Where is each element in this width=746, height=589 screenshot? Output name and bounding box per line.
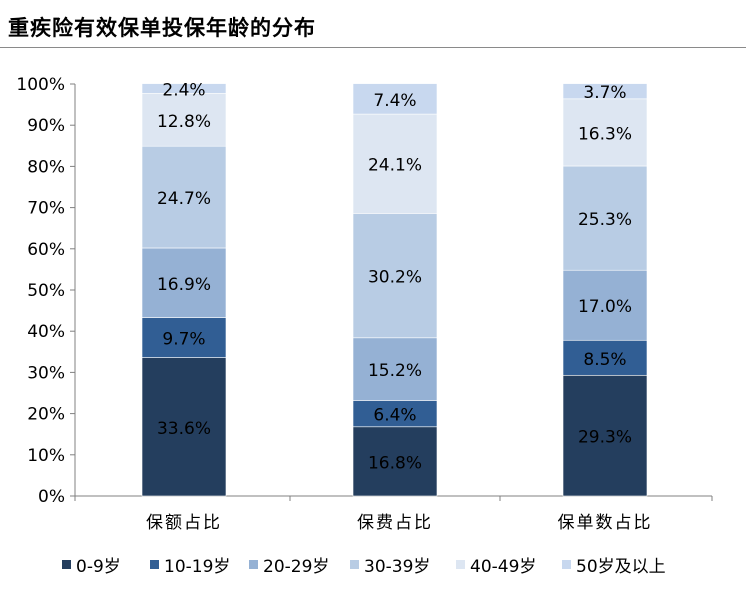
chart-title: 重疾险有效保单投保年龄的分布	[8, 16, 316, 40]
y-tick-label: 90%	[27, 116, 65, 136]
bar-segment	[352, 113, 438, 214]
y-tick-label: 0%	[38, 487, 65, 507]
legend-swatch	[456, 560, 465, 569]
y-tick-label: 100%	[16, 75, 65, 95]
data-label: 9.7%	[162, 330, 205, 350]
data-label: 25.3%	[578, 210, 632, 230]
legend-swatch	[350, 560, 359, 569]
bar-segment	[562, 339, 648, 376]
y-tick-label: 80%	[27, 157, 65, 177]
legend-item: 20-29岁	[249, 552, 329, 577]
legend-swatch	[62, 560, 71, 569]
data-label: 2.4%	[162, 81, 205, 101]
bar-segment	[352, 426, 438, 497]
bar-segment	[562, 374, 648, 497]
data-label: 29.3%	[578, 428, 632, 448]
data-label: 8.5%	[583, 350, 626, 370]
y-tick-label: 60%	[27, 240, 65, 260]
legend-item: 50岁及以上	[562, 552, 666, 577]
data-label: 7.4%	[373, 91, 416, 111]
y-tick-label: 50%	[27, 281, 65, 301]
bar-segment	[352, 83, 438, 115]
bar-segment	[141, 145, 227, 249]
bar-segment	[352, 213, 438, 339]
bar-segment	[141, 357, 227, 497]
legend-label: 0-9岁	[76, 557, 121, 577]
data-label: 30.2%	[368, 268, 422, 288]
legend-item: 40-49岁	[456, 552, 536, 577]
title-bar: 重疾险有效保单投保年龄的分布	[0, 0, 746, 48]
data-label: 16.8%	[368, 453, 422, 473]
y-tick-label: 30%	[27, 363, 65, 383]
bar-segment	[562, 98, 648, 167]
bar-segment	[562, 269, 648, 341]
data-label: 12.8%	[157, 112, 211, 132]
legend-swatch	[150, 560, 159, 569]
bar-segment	[141, 93, 227, 147]
stacked-bar-chart: 0% 10% 20% 30% 40% 50% 60% 70% 80% 90% 100% 33.6% 9.…	[16, 75, 713, 533]
data-label: 15.2%	[368, 361, 422, 381]
x-category-label: 保费占比	[357, 513, 433, 533]
data-label: 24.7%	[157, 189, 211, 209]
legend-swatch	[562, 560, 571, 569]
bar-segment	[352, 400, 438, 428]
bar-segment	[141, 317, 227, 358]
y-tick-label: 40%	[27, 322, 65, 342]
y-tick-label: 20%	[27, 405, 65, 425]
bar-segment	[562, 165, 648, 271]
legend-item: 0-9岁	[62, 552, 121, 577]
data-label: 24.1%	[368, 156, 422, 176]
legend-swatch	[249, 560, 258, 569]
data-label: 16.3%	[578, 124, 632, 144]
data-label: 17.0%	[578, 297, 632, 317]
legend-item: 10-19岁	[150, 552, 230, 577]
x-category-label: 保单数占比	[558, 513, 653, 533]
legend-item: 30-39岁	[350, 552, 430, 577]
bar-segment	[141, 83, 227, 94]
data-label: 33.6%	[157, 419, 211, 439]
legend-label: 50岁及以上	[576, 557, 666, 577]
y-tick-label: 10%	[27, 446, 65, 466]
chart-legend: 0-9岁 10-19岁 20-29岁 30-39岁 40-49岁 50岁及以上	[0, 548, 746, 577]
legend-label: 30-39岁	[364, 557, 431, 577]
legend-label: 10-19岁	[164, 557, 231, 577]
data-label: 6.4%	[373, 406, 416, 426]
data-label: 3.7%	[583, 83, 626, 103]
legend-label: 40-49岁	[470, 557, 537, 577]
y-tick-label: 70%	[27, 199, 65, 219]
legend-label: 20-29岁	[263, 557, 330, 577]
bar-segment	[141, 247, 227, 318]
bar-segment	[562, 83, 648, 100]
data-label: 16.9%	[157, 275, 211, 295]
x-category-label: 保额占比	[146, 513, 222, 533]
